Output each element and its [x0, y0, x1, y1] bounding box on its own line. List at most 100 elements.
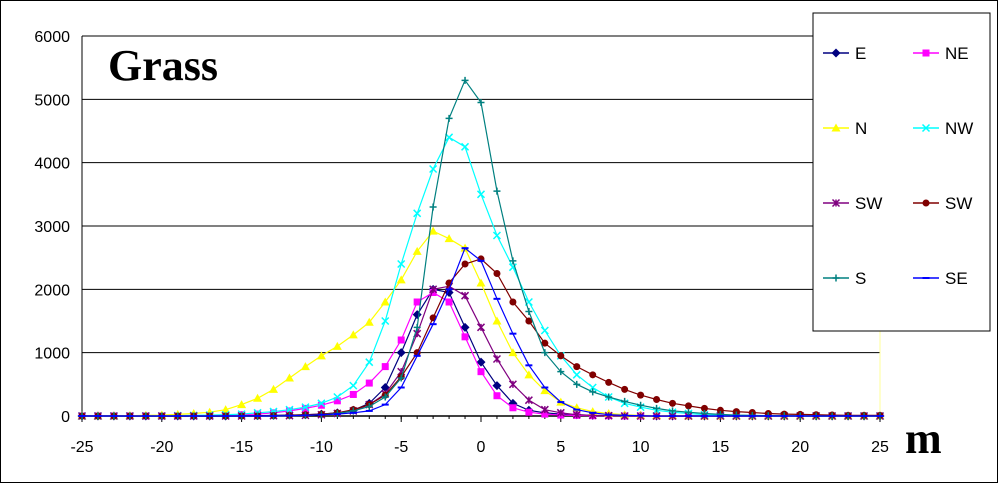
- legend-item: S: [823, 269, 866, 288]
- legend-label: SW: [945, 194, 972, 213]
- legend-item: N: [823, 119, 867, 138]
- data-point: [301, 404, 309, 412]
- legend-marker: [831, 48, 841, 58]
- data-point: [284, 373, 294, 382]
- y-tick-label: 6000: [34, 29, 70, 46]
- legend-marker: [831, 123, 841, 132]
- y-tick-label: 0: [61, 409, 70, 426]
- data-point: [380, 297, 390, 306]
- data-point: [348, 330, 358, 339]
- data-point: [700, 404, 708, 412]
- legend-item: SE: [913, 269, 968, 288]
- data-point: [445, 298, 453, 306]
- data-point: [524, 370, 534, 379]
- data-point: [572, 410, 581, 419]
- data-point: [396, 348, 406, 358]
- data-point: [461, 260, 469, 268]
- data-point: [285, 407, 293, 415]
- data-point: [476, 357, 486, 367]
- data-point: [573, 363, 581, 371]
- data-point: [525, 317, 533, 325]
- data-point: [653, 404, 661, 412]
- x-tick-label: 25: [871, 439, 889, 456]
- data-point: [637, 391, 645, 399]
- data-point: [541, 349, 549, 357]
- data-point: [365, 358, 374, 367]
- data-point: [509, 298, 517, 306]
- data-point: [221, 405, 231, 414]
- data-point: [445, 114, 453, 122]
- data-point: [429, 164, 438, 174]
- data-point: [476, 278, 486, 287]
- x-tick-label: -5: [394, 439, 408, 456]
- data-point: [492, 316, 502, 325]
- data-point: [508, 380, 517, 389]
- x-tick-label: -10: [310, 439, 333, 456]
- series-4-sw: [77, 282, 885, 421]
- chart-title: Grass: [108, 41, 218, 90]
- data-point: [365, 379, 373, 387]
- data-point: [493, 270, 501, 277]
- data-point: [300, 362, 310, 371]
- data-point: [413, 349, 421, 357]
- legend-label: N: [855, 119, 867, 138]
- data-point: [237, 400, 247, 409]
- data-point: [412, 246, 422, 255]
- data-point: [476, 190, 486, 199]
- data-point: [540, 405, 549, 414]
- legend-item: NE: [913, 44, 969, 63]
- legend-marker: [921, 123, 931, 133]
- data-point: [397, 336, 405, 344]
- data-point: [525, 308, 533, 315]
- data-point: [381, 316, 390, 326]
- x-tick-label: 10: [632, 439, 650, 456]
- legend-marker: [831, 198, 841, 208]
- data-point: [317, 401, 325, 409]
- series-line: [82, 285, 880, 417]
- data-point: [492, 231, 501, 240]
- series-group: [77, 76, 885, 421]
- y-tick-label: 3000: [34, 219, 70, 236]
- data-point: [365, 403, 373, 410]
- data-point: [572, 370, 581, 379]
- legend-label: SW: [855, 194, 882, 213]
- legend-marker: [922, 199, 930, 207]
- legend-marker: [832, 274, 840, 282]
- legend-item: NW: [913, 119, 973, 138]
- legend-label: NW: [945, 119, 973, 138]
- data-point: [317, 399, 326, 408]
- data-point: [397, 374, 405, 382]
- data-point: [461, 291, 470, 300]
- data-point: [301, 403, 310, 412]
- data-point: [429, 203, 437, 211]
- data-point: [332, 341, 342, 350]
- x-axis-unit-label: m: [905, 414, 942, 463]
- data-point: [684, 408, 692, 416]
- data-point: [508, 348, 518, 357]
- series-line: [82, 291, 880, 417]
- x-tick-label: 5: [556, 439, 565, 456]
- data-point: [429, 285, 438, 294]
- data-point: [493, 187, 501, 195]
- x-tick-label: 0: [477, 439, 486, 456]
- data-point: [333, 397, 341, 405]
- series-6-s: [78, 76, 884, 420]
- data-point: [476, 323, 486, 332]
- data-point: [509, 257, 517, 265]
- data-point: [621, 397, 629, 405]
- legend-label: E: [855, 44, 866, 63]
- data-point: [540, 326, 549, 335]
- data-point: [396, 275, 406, 284]
- data-point: [525, 408, 533, 416]
- data-point: [589, 371, 597, 379]
- legend-label: NE: [945, 44, 969, 63]
- x-tick-label: 15: [712, 439, 730, 456]
- legend-label: S: [855, 269, 866, 288]
- data-point: [621, 385, 629, 393]
- data-point: [412, 310, 422, 320]
- data-point: [445, 133, 454, 142]
- legend-label: SE: [945, 269, 968, 288]
- data-point: [333, 392, 342, 402]
- data-point: [556, 408, 565, 417]
